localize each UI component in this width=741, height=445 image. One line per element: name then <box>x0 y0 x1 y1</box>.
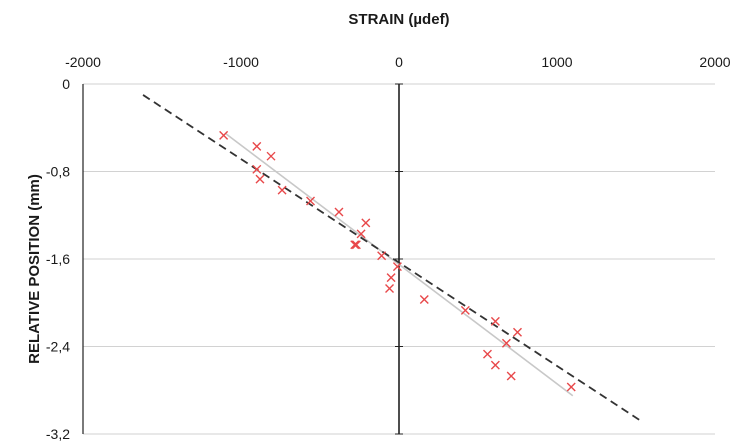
data-point-stroke <box>252 141 262 151</box>
data-point <box>490 316 500 326</box>
ticks-layer: 0 -0,8 -1,6 -2,4 -3,2 -2000 -1000 0 1000 2000 <box>46 54 731 442</box>
data-point <box>377 251 387 261</box>
data-point-stroke <box>361 218 371 228</box>
data-point <box>277 185 287 195</box>
lines-layer <box>142 94 640 421</box>
data-point <box>506 371 516 381</box>
data-point <box>482 349 492 359</box>
x-axis-title: STRAIN (µdef) <box>348 11 449 28</box>
y-tick-label: -3,2 <box>46 426 70 442</box>
data-point <box>252 141 262 151</box>
data-point <box>252 164 262 174</box>
data-point-stroke <box>490 360 500 370</box>
data-point-stroke <box>386 273 396 283</box>
data-point <box>306 196 316 206</box>
data-point-stroke <box>566 382 576 392</box>
x-tick-label: 0 <box>395 54 403 70</box>
data-point <box>351 240 361 250</box>
data-point-stroke <box>350 240 360 250</box>
data-point-stroke <box>419 294 429 304</box>
data-point-stroke <box>392 262 402 272</box>
data-point <box>361 218 371 228</box>
y-tick-label: -0,8 <box>46 164 70 180</box>
data-point-stroke <box>219 130 229 140</box>
data-point <box>501 338 511 348</box>
data-point-stroke <box>252 164 262 174</box>
y-tick-label: 0 <box>62 76 70 92</box>
x-tick-label: -2000 <box>65 54 101 70</box>
data-point-stroke <box>277 185 287 195</box>
data-point <box>460 305 470 315</box>
data-point-stroke <box>501 338 511 348</box>
data-point <box>386 273 396 283</box>
data-point-stroke <box>482 349 492 359</box>
data-point <box>350 240 360 250</box>
data-point <box>255 174 265 184</box>
data-point-stroke <box>506 371 516 381</box>
data-point <box>392 262 402 272</box>
data-point-stroke <box>490 316 500 326</box>
data-point <box>566 382 576 392</box>
data-point-stroke <box>255 174 265 184</box>
data-point-stroke <box>460 305 470 315</box>
data-point <box>385 284 395 294</box>
y-axis-title: RELATIVE POSITION (mm) <box>26 174 43 364</box>
data-point <box>356 229 366 239</box>
data-point <box>219 130 229 140</box>
data-point-stroke <box>351 240 361 250</box>
data-point-stroke <box>306 196 316 206</box>
x-tick-label: -1000 <box>223 54 259 70</box>
data-point-stroke <box>356 229 366 239</box>
trend-line-dashed <box>142 94 640 421</box>
data-point <box>490 360 500 370</box>
data-point-stroke <box>513 327 522 337</box>
data-point-stroke <box>377 251 387 261</box>
y-tick-label: -2,4 <box>46 339 70 355</box>
data-point-stroke <box>334 207 344 217</box>
data-point <box>266 151 276 161</box>
x-tick-label: 1000 <box>541 54 572 70</box>
x-tick-label: 2000 <box>699 54 730 70</box>
data-point <box>513 327 522 337</box>
points-layer <box>219 130 576 392</box>
data-point-stroke <box>266 151 276 161</box>
y-tick-label: -1,6 <box>46 251 70 267</box>
data-point <box>419 294 429 304</box>
data-point-stroke <box>385 284 395 294</box>
data-point <box>334 207 344 217</box>
